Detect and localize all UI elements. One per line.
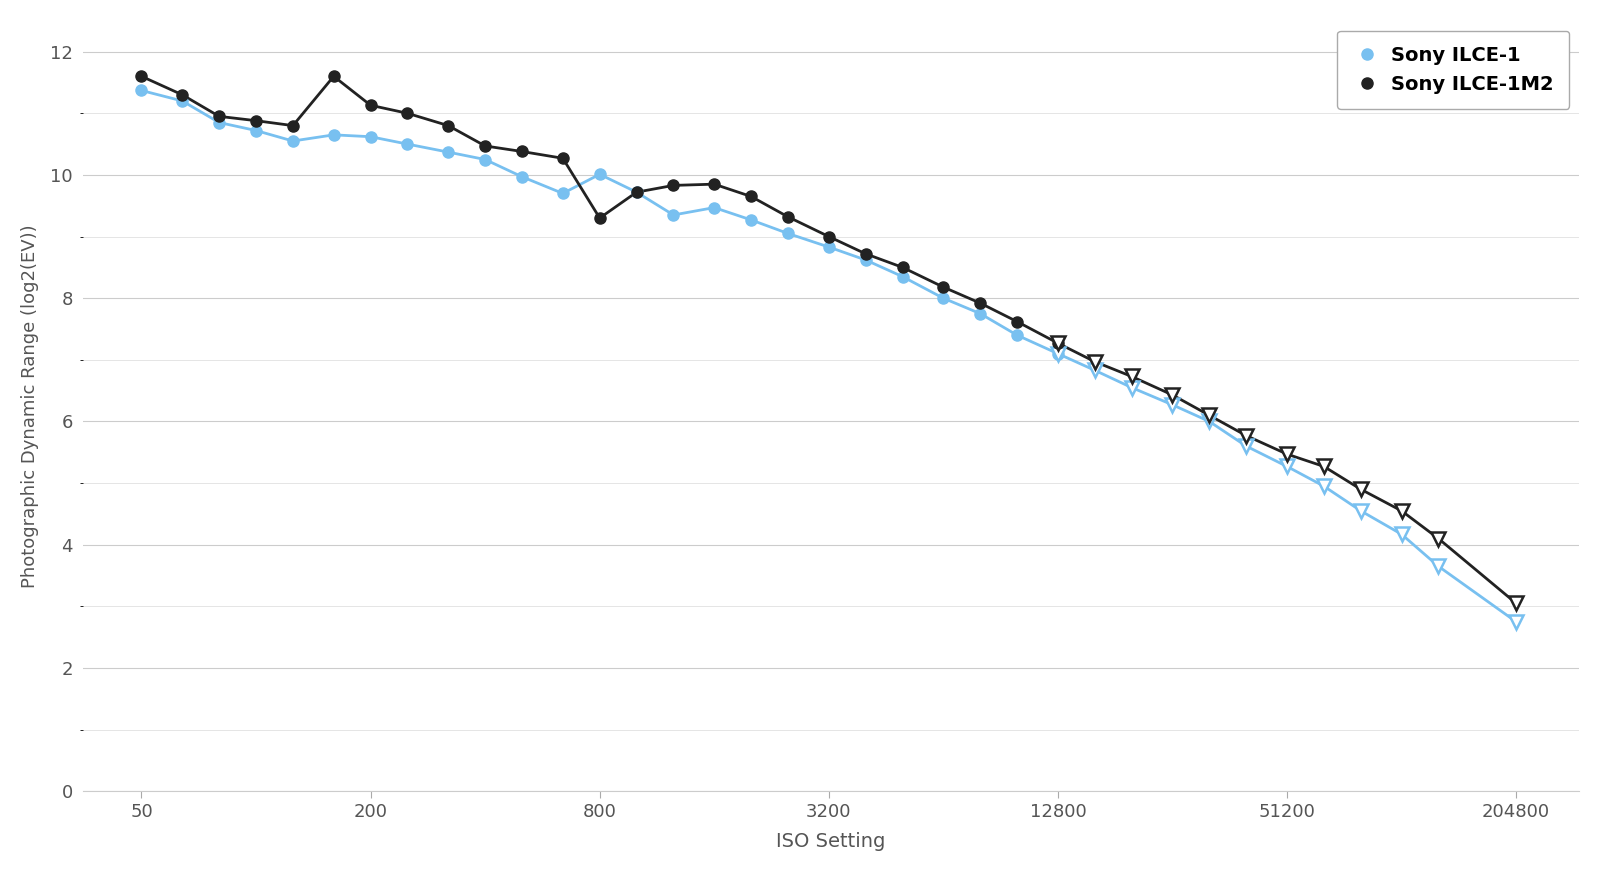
- Sony ILCE-1M2: [438, 120, 458, 131]
- Sony ILCE-1M2: [856, 249, 875, 259]
- Sony ILCE-1M2: [934, 282, 954, 292]
- Sony ILCE-1: [131, 85, 150, 96]
- Sony ILCE-1M2: [819, 231, 838, 242]
- Sony ILCE-1: [398, 139, 418, 149]
- Sony ILCE-1M2: [554, 153, 573, 164]
- Sony ILCE-1M2: [893, 262, 912, 273]
- Sony ILCE-1: [819, 242, 838, 252]
- Sony ILCE-1M2: [1008, 317, 1027, 327]
- Sony ILCE-1: [325, 130, 344, 140]
- Sony ILCE-1M2: [971, 298, 990, 309]
- Sony ILCE-1: [475, 154, 494, 165]
- Sony ILCE-1: [856, 255, 875, 265]
- Sony ILCE-1: [438, 146, 458, 157]
- Sony ILCE-1: [362, 132, 381, 142]
- Sony ILCE-1: [627, 187, 646, 197]
- Sony ILCE-1: [554, 188, 573, 199]
- Sony ILCE-1M2: [325, 72, 344, 82]
- Sony ILCE-1M2: [512, 146, 531, 157]
- Sony ILCE-1M2: [246, 115, 266, 126]
- Sony ILCE-1M2: [131, 72, 150, 82]
- Sony ILCE-1: [893, 271, 912, 282]
- Sony ILCE-1: [512, 172, 531, 182]
- Sony ILCE-1M2: [627, 187, 646, 197]
- Sony ILCE-1: [246, 126, 266, 136]
- Sony ILCE-1: [934, 293, 954, 303]
- Sony ILCE-1: [210, 118, 229, 128]
- Line: Sony ILCE-1: Sony ILCE-1: [136, 85, 1064, 359]
- Sony ILCE-1M2: [664, 181, 683, 191]
- Sony ILCE-1: [741, 215, 760, 225]
- Sony ILCE-1M2: [475, 140, 494, 151]
- Sony ILCE-1: [704, 202, 723, 213]
- Sony ILCE-1M2: [590, 213, 610, 223]
- Sony ILCE-1M2: [210, 111, 229, 121]
- Legend: Sony ILCE-1, Sony ILCE-1M2: Sony ILCE-1, Sony ILCE-1M2: [1338, 31, 1570, 109]
- Sony ILCE-1: [590, 169, 610, 180]
- Sony ILCE-1: [971, 309, 990, 319]
- Sony ILCE-1M2: [778, 212, 797, 222]
- X-axis label: ISO Setting: ISO Setting: [776, 832, 885, 851]
- Sony ILCE-1M2: [1048, 338, 1067, 349]
- Sony ILCE-1: [1008, 330, 1027, 340]
- Sony ILCE-1: [778, 228, 797, 239]
- Sony ILCE-1: [1048, 349, 1067, 359]
- Line: Sony ILCE-1M2: Sony ILCE-1M2: [136, 71, 1064, 349]
- Sony ILCE-1M2: [283, 120, 302, 131]
- Sony ILCE-1M2: [173, 90, 192, 100]
- Sony ILCE-1M2: [741, 191, 760, 201]
- Sony ILCE-1: [664, 210, 683, 221]
- Sony ILCE-1M2: [362, 100, 381, 111]
- Sony ILCE-1M2: [398, 108, 418, 119]
- Sony ILCE-1: [173, 96, 192, 106]
- Sony ILCE-1M2: [704, 179, 723, 189]
- Y-axis label: Photographic Dynamic Range (log2(EV)): Photographic Dynamic Range (log2(EV)): [21, 224, 38, 588]
- Sony ILCE-1: [283, 136, 302, 146]
